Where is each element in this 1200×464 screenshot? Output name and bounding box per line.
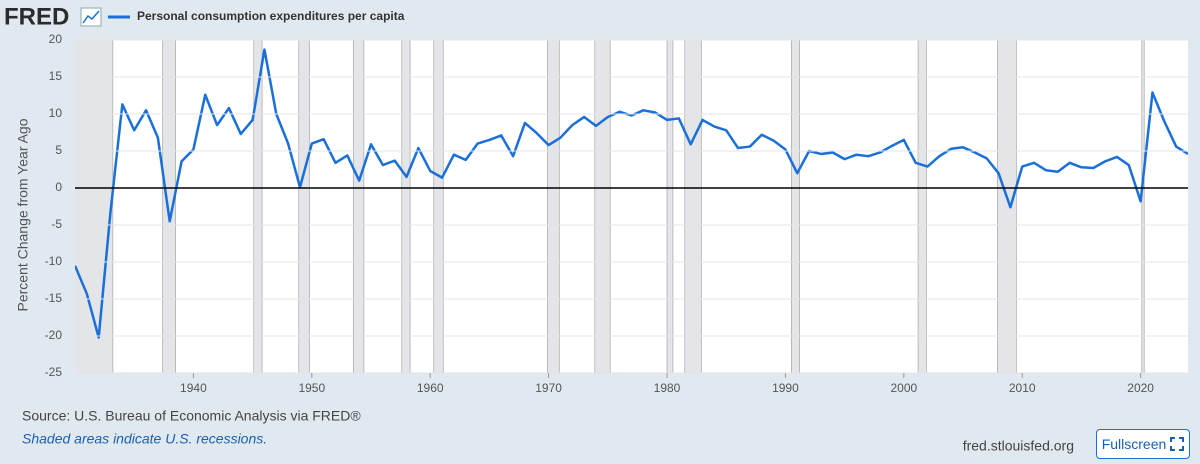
y-tick-label: 0 bbox=[55, 180, 62, 194]
x-tick-label: 2000 bbox=[890, 381, 917, 395]
site: fred.stlouisfed.org bbox=[963, 438, 1074, 454]
fullscreen-button[interactable]: Fullscreen bbox=[1096, 429, 1190, 459]
plot-clip bbox=[75, 40, 1188, 373]
recession-band bbox=[75, 40, 114, 373]
y-tick-label: 10 bbox=[49, 106, 63, 120]
recession-band bbox=[433, 40, 444, 373]
recession-band bbox=[684, 40, 702, 373]
recession-band bbox=[997, 40, 1017, 373]
button-label: Fullscreen bbox=[1101, 436, 1167, 452]
x-tick-label: 1940 bbox=[180, 381, 207, 395]
x-tick-label: 2010 bbox=[1009, 381, 1036, 395]
recession-band bbox=[162, 40, 176, 373]
recession-band bbox=[594, 40, 611, 373]
recession-band bbox=[666, 40, 674, 373]
x-tick-label: 2020 bbox=[1127, 381, 1154, 395]
recession-band bbox=[547, 40, 560, 373]
y-tick-label: -10 bbox=[45, 254, 63, 268]
recession-band bbox=[917, 40, 927, 373]
legend-label: Personal consumption expenditures per ca… bbox=[137, 9, 405, 23]
y-tick-label: -25 bbox=[45, 365, 63, 379]
y-tick-label: 20 bbox=[49, 32, 63, 46]
recession-band bbox=[791, 40, 800, 373]
recession-band bbox=[401, 40, 411, 373]
y-tick-label: -15 bbox=[45, 291, 63, 305]
recession-note: Shaded areas indicate U.S. recessions. bbox=[22, 431, 267, 447]
recession-band bbox=[253, 40, 263, 373]
y-tick-label: -20 bbox=[45, 328, 63, 342]
x-tick-label: 1980 bbox=[654, 381, 681, 395]
recession-band bbox=[298, 40, 310, 373]
logo: FRED bbox=[4, 3, 69, 30]
source: Source: U.S. Bureau of Economic Analysis… bbox=[22, 408, 361, 424]
recession-band bbox=[352, 40, 365, 373]
y-tick-label: 5 bbox=[55, 143, 62, 157]
x-tick-label: 1990 bbox=[772, 381, 799, 395]
y-tick-label: 15 bbox=[49, 69, 63, 83]
plot-area bbox=[75, 40, 1188, 373]
y-tick-label: -5 bbox=[51, 217, 62, 231]
x-tick-label: 1960 bbox=[417, 381, 444, 395]
y-axis-label: Percent Change from Year Ago bbox=[15, 118, 31, 311]
recession-band bbox=[1141, 40, 1145, 373]
fullscreen-icon bbox=[1170, 437, 1185, 451]
logo-icon bbox=[80, 7, 102, 27]
x-tick-label: 1970 bbox=[535, 381, 562, 395]
data-line bbox=[75, 48, 1188, 339]
x-tick-label: 1950 bbox=[298, 381, 325, 395]
